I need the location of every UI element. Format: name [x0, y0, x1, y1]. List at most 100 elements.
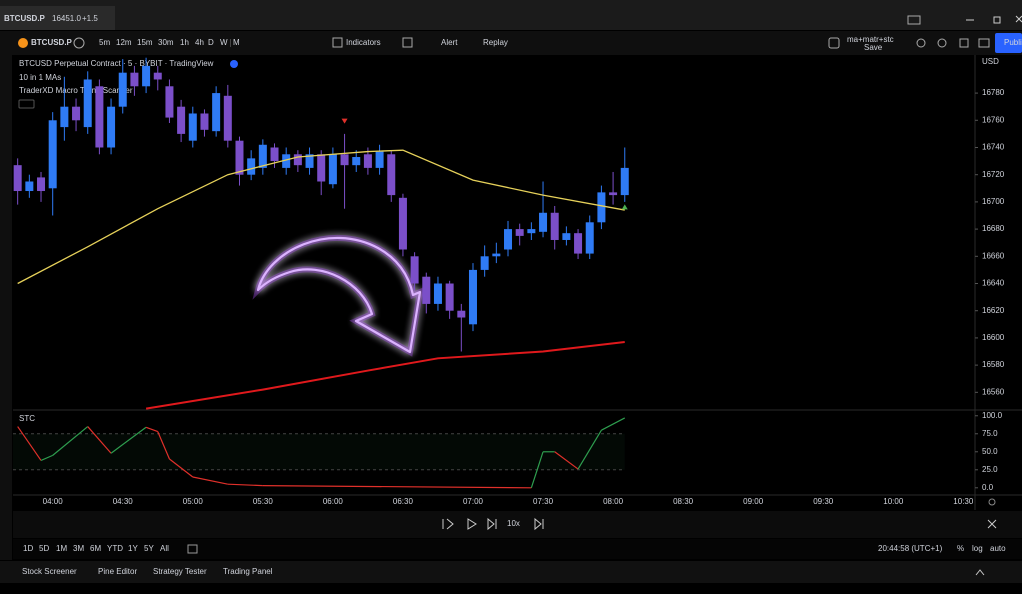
y-tick-label: 16700 — [982, 197, 1005, 206]
divider — [230, 39, 231, 47]
window-tab[interactable] — [0, 6, 115, 30]
indicators-button[interactable]: Indicators — [346, 38, 381, 47]
bottom-tab[interactable]: Stock Screener — [22, 567, 77, 576]
range-button[interactable]: 6M — [90, 544, 101, 553]
candle-body — [574, 233, 583, 254]
range-button[interactable]: All — [160, 544, 169, 553]
jump-button[interactable] — [442, 518, 454, 530]
stc-segment — [554, 451, 579, 470]
axis-settings[interactable] — [988, 498, 996, 506]
range-button[interactable]: YTD — [107, 544, 123, 553]
forward-button[interactable] — [534, 517, 544, 531]
range-button[interactable]: 3M — [73, 544, 84, 553]
templates-icon[interactable] — [402, 37, 413, 48]
fullscreen-icon[interactable] — [959, 38, 969, 48]
x-tick-label: 08:00 — [603, 497, 624, 506]
maximize[interactable] — [993, 16, 1001, 24]
settings-icon[interactable] — [937, 38, 947, 48]
x-tick-label: 09:00 — [743, 497, 764, 506]
indicators-icon[interactable] — [332, 37, 343, 48]
scale-option[interactable]: auto — [990, 544, 1006, 553]
candle-body — [433, 283, 442, 304]
range-button[interactable]: 1Y — [128, 544, 138, 553]
replay-button[interactable]: Replay — [483, 38, 508, 47]
interval-button[interactable]: 30m — [158, 38, 174, 47]
bottom-tab[interactable]: Trading Panel — [223, 567, 273, 576]
interval-button[interactable]: W — [220, 38, 228, 47]
candle-body — [270, 147, 279, 162]
stc-segment — [601, 417, 626, 431]
range-button[interactable]: 5D — [39, 544, 49, 553]
stc-segment — [40, 454, 53, 461]
bottom-tab[interactable]: Strategy Tester — [153, 567, 207, 576]
candle-body — [60, 106, 69, 128]
range-button[interactable]: 5Y — [144, 544, 154, 553]
add-symbol-icon[interactable] — [73, 37, 85, 49]
bottom-tab[interactable]: Pine Editor — [98, 567, 137, 576]
range-bar — [13, 539, 1022, 559]
close[interactable] — [1015, 15, 1022, 23]
date-range-icon[interactable] — [187, 544, 198, 554]
collapse-legend[interactable] — [18, 99, 35, 109]
search-icon[interactable] — [916, 38, 926, 48]
play-button[interactable] — [467, 518, 477, 530]
candle-body — [153, 72, 162, 80]
moving-average-line — [145, 340, 625, 410]
interval-button[interactable]: M — [233, 38, 240, 47]
interval-button[interactable]: 5m — [99, 38, 110, 47]
tab-price: 16451.0 — [52, 14, 81, 23]
y-tick-label: 16640 — [982, 279, 1005, 288]
stc-segment — [145, 426, 158, 433]
scale-option[interactable]: % — [957, 544, 964, 553]
candle-body — [515, 229, 524, 236]
y-tick-label: 16760 — [982, 115, 1005, 124]
collapse-panel[interactable] — [975, 569, 985, 576]
interval-button[interactable]: 4h — [195, 38, 204, 47]
stc-segment — [530, 451, 544, 488]
x-tick-label: 10:00 — [883, 497, 904, 506]
signal-marker — [621, 204, 628, 210]
range-button[interactable]: 1D — [23, 544, 33, 553]
candle-body — [527, 229, 536, 234]
stc-segment — [262, 485, 532, 489]
toolbar-symbol[interactable]: BTCUSD.P — [31, 38, 73, 47]
candle-body — [480, 256, 489, 270]
snapshot-icon[interactable] — [978, 38, 990, 48]
interval-button[interactable]: 1h — [180, 38, 189, 47]
x-tick-label: 04:00 — [43, 497, 64, 506]
range-button[interactable]: 1M — [56, 544, 67, 553]
candle-body — [235, 140, 244, 175]
candle-body — [95, 86, 104, 148]
y-tick-label: 16740 — [982, 143, 1005, 152]
replay-bar — [13, 511, 1022, 538]
scale-option[interactable]: log — [972, 544, 983, 553]
stc-band — [13, 433, 625, 470]
bottom-edge — [0, 583, 1022, 594]
interval-button[interactable]: 15m — [137, 38, 153, 47]
publish-button[interactable] — [995, 33, 1022, 53]
candle-body — [328, 154, 337, 185]
tab-symbol[interactable]: BTCUSD.P — [4, 14, 46, 23]
candle-body — [72, 106, 81, 121]
close-replay[interactable] — [987, 519, 997, 529]
y-tick-label: 16560 — [982, 387, 1005, 396]
candle-body — [258, 144, 267, 168]
replay-speed[interactable]: 10x — [507, 519, 520, 528]
interval-button[interactable]: D — [208, 38, 214, 47]
y-tick-label: 16680 — [982, 224, 1005, 233]
layout-name[interactable]: ma+matr+stc — [847, 35, 894, 44]
indicator-name: TraderXD Macro Trend Scanner — [19, 86, 133, 95]
window-icon[interactable] — [907, 15, 921, 25]
publish-label[interactable]: Publi — [1004, 38, 1022, 47]
toolbar — [0, 31, 1022, 55]
alert-button[interactable]: Alert — [441, 38, 458, 47]
interval-button[interactable]: 12m — [116, 38, 132, 47]
candle-body — [620, 167, 629, 196]
step-button[interactable] — [487, 517, 497, 531]
layout-icon[interactable] — [828, 37, 840, 49]
candle-body — [585, 222, 594, 254]
candle-body — [13, 165, 22, 192]
tab-change: +1.5 — [82, 14, 98, 23]
candle-body — [539, 212, 548, 232]
x-tick-label: 07:00 — [463, 497, 484, 506]
